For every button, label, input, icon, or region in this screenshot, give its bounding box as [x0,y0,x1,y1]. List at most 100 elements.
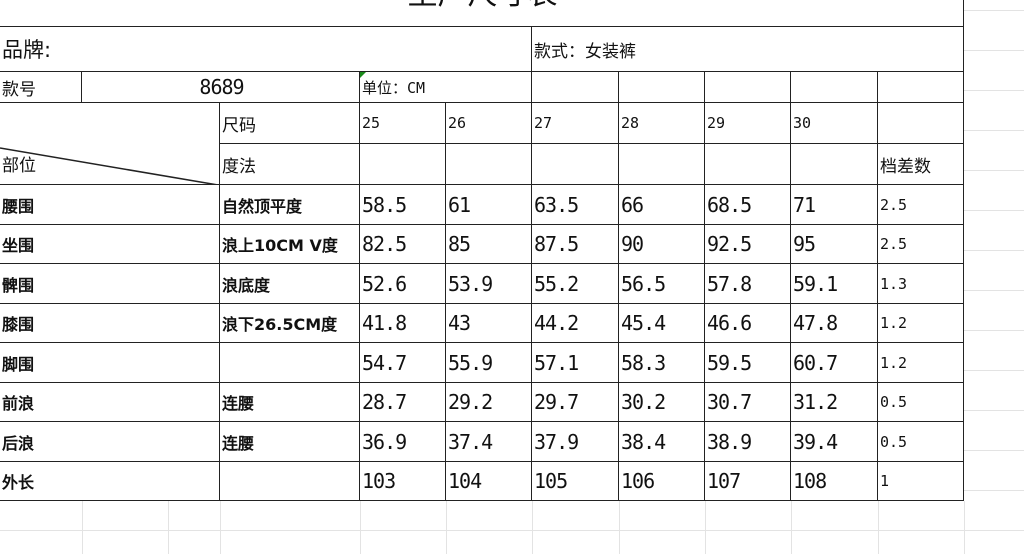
grade-cell[interactable]: 2.5 [878,185,964,225]
size-header-cell[interactable]: 25 [360,103,446,144]
style-no-cell[interactable]: 8689 [82,72,360,103]
grade-cell[interactable]: 0.5 [878,422,964,462]
grade-cell[interactable]: 1 [878,462,964,501]
grade-cell[interactable]: 1.3 [878,264,964,304]
value-cell[interactable]: 60.7 [791,343,878,383]
unit-cell[interactable]: 单位：CM [360,72,532,103]
part-cell[interactable]: 脚围 [0,343,220,383]
method-cell[interactable]: 连腰 [220,422,360,462]
value-cell[interactable]: 46.6 [705,304,791,343]
empty-cell[interactable] [878,72,964,103]
part-cell[interactable]: 前浪 [0,383,220,422]
empty-cell[interactable] [532,72,619,103]
value-cell[interactable]: 45.4 [619,304,705,343]
value-cell[interactable]: 41.8 [360,304,446,343]
part-cell[interactable]: 外长 [0,462,220,501]
value-cell[interactable]: 37.4 [446,422,532,462]
size-header-cell[interactable]: 28 [619,103,705,144]
value-cell[interactable]: 55.2 [532,264,619,304]
value-cell[interactable]: 57.8 [705,264,791,304]
grade-cell[interactable]: 1.2 [878,304,964,343]
value-cell[interactable]: 106 [619,462,705,501]
empty-cell[interactable] [360,144,446,185]
value-cell[interactable]: 107 [705,462,791,501]
method-cell[interactable]: 连腰 [220,383,360,422]
size-header-cell[interactable]: 26 [446,103,532,144]
value-cell[interactable]: 30.7 [705,383,791,422]
size-header-cell[interactable]: 30 [791,103,878,144]
value-cell[interactable]: 29.2 [446,383,532,422]
part-cell[interactable]: 髀围 [0,264,220,304]
value-cell[interactable]: 53.9 [446,264,532,304]
value-cell[interactable]: 28.7 [360,383,446,422]
value-cell[interactable]: 43 [446,304,532,343]
value-cell[interactable]: 31.2 [791,383,878,422]
value-cell[interactable]: 57.1 [532,343,619,383]
value-cell[interactable]: 85 [446,225,532,264]
empty-cell[interactable] [532,144,619,185]
method-cell[interactable]: 浪底度 [220,264,360,304]
empty-cell[interactable] [619,72,705,103]
part-cell[interactable]: 坐围 [0,225,220,264]
value-cell[interactable]: 59.5 [705,343,791,383]
method-cell[interactable]: 自然顶平度 [220,185,360,225]
value-cell[interactable]: 55.9 [446,343,532,383]
grade-cell[interactable]: 0.5 [878,383,964,422]
value-cell[interactable]: 90 [619,225,705,264]
value-cell[interactable]: 105 [532,462,619,501]
value-cell[interactable]: 104 [446,462,532,501]
value-cell[interactable]: 95 [791,225,878,264]
value-cell[interactable]: 52.6 [360,264,446,304]
value-cell[interactable]: 54.7 [360,343,446,383]
value-cell[interactable]: 58.5 [360,185,446,225]
value-cell[interactable]: 30.2 [619,383,705,422]
value-cell[interactable]: 59.1 [791,264,878,304]
method-cell[interactable] [220,343,360,383]
size-label-cell[interactable]: 尺码 [220,103,360,144]
value-cell[interactable]: 56.5 [619,264,705,304]
style-no-label-cell[interactable]: 款号 [0,72,82,103]
value-cell[interactable]: 68.5 [705,185,791,225]
method-cell[interactable] [220,462,360,501]
empty-cell[interactable] [705,72,791,103]
title-cell[interactable]: 生产尺寸表 [0,0,964,27]
value-cell[interactable]: 58.3 [619,343,705,383]
value-cell[interactable]: 63.5 [532,185,619,225]
empty-cell[interactable] [791,144,878,185]
grade-cell[interactable]: 2.5 [878,225,964,264]
part-cell[interactable]: 腰围 [0,185,220,225]
size-header-cell[interactable]: 29 [705,103,791,144]
empty-cell[interactable] [878,103,964,144]
part-cell[interactable]: 后浪 [0,422,220,462]
brand-cell[interactable]: 品牌: [0,27,532,72]
method-label-cell[interactable]: 度法 [220,144,360,185]
value-cell[interactable]: 66 [619,185,705,225]
value-cell[interactable]: 47.8 [791,304,878,343]
size-header-cell[interactable]: 27 [532,103,619,144]
value-cell[interactable]: 37.9 [532,422,619,462]
part-header-cell[interactable]: 部位 [0,103,220,185]
value-cell[interactable]: 108 [791,462,878,501]
value-cell[interactable]: 71 [791,185,878,225]
grade-cell[interactable]: 1.2 [878,343,964,383]
value-cell[interactable]: 87.5 [532,225,619,264]
empty-cell[interactable] [791,72,878,103]
empty-cell[interactable] [619,144,705,185]
method-cell[interactable]: 浪上10CM V度 [220,225,360,264]
grade-header-cell[interactable]: 档差数 [878,144,964,185]
value-cell[interactable]: 29.7 [532,383,619,422]
value-cell[interactable]: 39.4 [791,422,878,462]
part-cell[interactable]: 膝围 [0,304,220,343]
style-cell[interactable]: 款式：女装裤 [532,27,964,72]
value-cell[interactable]: 103 [360,462,446,501]
method-cell[interactable]: 浪下26.5CM度 [220,304,360,343]
empty-cell[interactable] [705,144,791,185]
value-cell[interactable]: 82.5 [360,225,446,264]
value-cell[interactable]: 38.9 [705,422,791,462]
value-cell[interactable]: 38.4 [619,422,705,462]
empty-cell[interactable] [446,144,532,185]
value-cell[interactable]: 36.9 [360,422,446,462]
value-cell[interactable]: 44.2 [532,304,619,343]
value-cell[interactable]: 92.5 [705,225,791,264]
value-cell[interactable]: 61 [446,185,532,225]
